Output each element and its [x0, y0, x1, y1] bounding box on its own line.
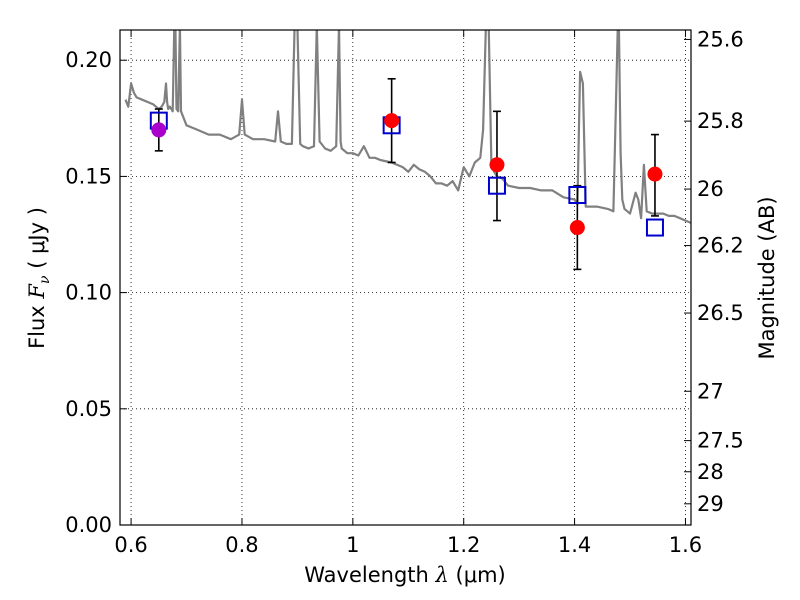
y-tick-label: 0.00: [65, 513, 112, 537]
grid-lines: [120, 30, 691, 526]
y2-tick-label: 28: [697, 460, 724, 484]
y-tick-label: 0.20: [65, 48, 112, 72]
model-square-marker: [645, 218, 664, 237]
y2-tick-label: 26.2: [697, 234, 744, 258]
observed-flux-point: [647, 166, 663, 182]
x-tick-label: 0.8: [225, 533, 258, 557]
x-tick-label: 1.6: [669, 533, 702, 557]
x-tick-label: 1.2: [447, 533, 480, 557]
y2-tick-label: 27: [697, 379, 724, 403]
x-tick-label: 1: [346, 533, 359, 557]
y2-tick-label: 27.5: [697, 429, 744, 453]
x-tick-label: 0.6: [114, 533, 147, 557]
y-tick-label: 0.05: [65, 397, 112, 421]
plot-background: [120, 30, 691, 525]
y2-tick-label: 26: [697, 177, 724, 201]
x-axis-title: Wavelength λ (μm): [304, 563, 505, 587]
spectrum-line: [124, 30, 691, 224]
observed-flux-point: [489, 157, 505, 173]
x-tick-label: 1.4: [558, 533, 591, 557]
y2-axis-title: Magnitude (AB): [755, 196, 779, 359]
y-axis-ticks: 0.00 0.05 0.10 0.15 0.20: [65, 48, 127, 537]
observed-flux-point: [151, 122, 167, 138]
observed-flux-point: [569, 220, 585, 236]
y2-tick-label: 29: [697, 492, 724, 516]
plot-frame: [119, 29, 692, 526]
data-markers: [149, 111, 664, 237]
y2-tick-label: 26.5: [697, 301, 744, 325]
model-square-marker: [487, 176, 506, 195]
y2-tick-label: 25.6: [697, 27, 744, 51]
y-tick-label: 0.15: [65, 164, 112, 188]
y2-tick-label: 25.8: [697, 109, 744, 133]
model-square-marker: [568, 186, 587, 204]
x-axis-ticks: 0.6 0.8 1 1.2 1.4 1.6: [114, 30, 702, 557]
y-axis-title: Flux Fν ( μJy ): [25, 207, 53, 349]
y-tick-label: 0.10: [65, 281, 112, 305]
observed-flux-point: [384, 113, 400, 129]
model-spectrum: [124, 30, 691, 224]
y2-axis-ticks: 25.6 25.8 26 26.2 26.5 27 27.5 28 29: [684, 27, 744, 516]
